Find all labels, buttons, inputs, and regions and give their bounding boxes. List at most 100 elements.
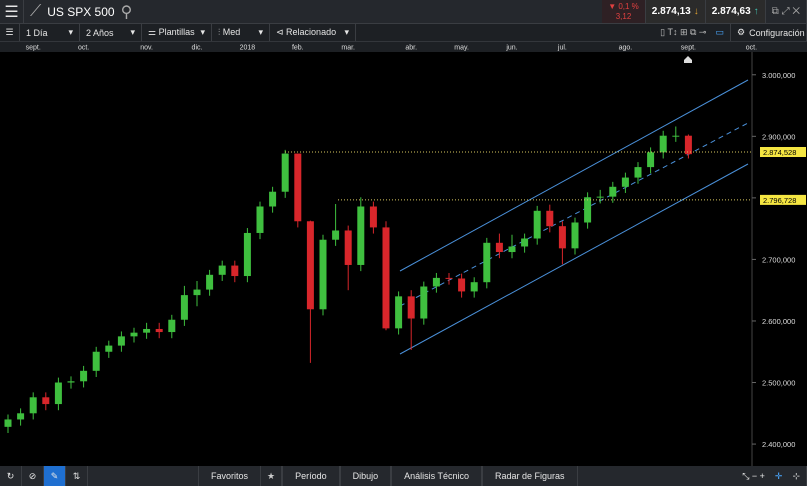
candle-body [294,153,302,222]
menu-button[interactable]: ☰ [0,0,24,23]
candle-body [521,238,529,247]
y-tick-label: 3.000,000 [762,71,795,80]
related-label: Relacionado [286,27,337,37]
candle-body [256,206,264,233]
footer-tab[interactable]: Análisis Técnico [391,466,483,486]
sell-arrow: ↓ [693,6,699,17]
candle-body [508,246,516,253]
price-label-bg [760,147,806,158]
candle-body [231,265,239,277]
candle-body [420,286,428,319]
templates-label: Plantillas [158,27,195,37]
chart: 2.400,0002.500,0002.600,0002.700,0002.80… [0,42,807,466]
candle-body [117,336,125,346]
x-tick-label: jul. [557,45,567,52]
window-buttons[interactable]: ⧉ ⤢ ✕ [766,0,807,23]
candle-body [432,277,440,287]
interval-select[interactable]: 1 Día ▾ [20,24,80,41]
footer-tabs: Favoritos ★ Período Dibujo Análisis Técnico R… [198,466,578,486]
pen-button[interactable]: ✎ [44,466,66,486]
candle-body [206,274,214,290]
candle-body [130,332,138,337]
zoom-buttons[interactable]: ⤡ − + ✛ ⊹ [736,466,807,486]
buy-price[interactable]: 2.874,63 ↑ [705,0,766,23]
candle-body [672,135,680,137]
top-bar: ☰ ⟋ US SPX 500 ⚲ ▼ 0,1 % 3,12 2.874,13 ↓ … [0,0,807,24]
related-select[interactable]: ⊲ Relacionado ▾ [270,24,356,41]
footer-tab[interactable]: Favoritos [198,466,262,486]
style-text: ⫶ Med [218,27,241,37]
price-label-bg [760,194,806,205]
candle-body [332,230,340,240]
templates-select[interactable]: ⚌ Plantillas ▾ [142,24,212,41]
candle-body [495,242,503,253]
candle-body [596,196,604,198]
x-tick-label: mar. [341,45,355,52]
refresh-button[interactable]: ↻ [0,466,22,486]
candle-body [218,265,226,275]
y-tick-label: 2.500,000 [762,379,795,388]
candle-body [584,197,592,223]
candle-body [634,167,642,178]
candle-body [105,345,113,352]
price-label: 2.796,728 [763,196,796,205]
candle-body [647,152,655,168]
arrows-button[interactable]: ⇅ [66,466,88,486]
symbol-box[interactable]: ⟋ US SPX 500 ⚲ [24,0,138,23]
candle-body [571,222,579,249]
x-tick-label: sept. [681,45,696,52]
candle-body [659,135,667,153]
crosshair: ✛ [774,470,783,481]
candle-body [344,230,352,265]
candle-body [357,206,365,265]
draw-tools[interactable]: ▯ T↕ ⊞ ⧉ ⊸ ▭ [654,24,731,41]
star-button[interactable]: ★ [261,466,283,486]
list-button[interactable]: ☰ [0,24,20,41]
range-text: 2 Años [86,27,114,38]
x-tick-label: jun. [505,45,517,52]
candle-body [407,296,415,319]
settings-text: Configuración [749,27,805,38]
x-tick-label: oct. [78,45,89,52]
x-tick-label: dic. [192,45,203,52]
candle-body [369,206,377,228]
marker-icon [684,56,692,63]
footer-tab[interactable]: Dibujo [339,466,392,486]
x-tick-label: abr. [405,45,417,52]
search-icon: ⚲ [120,3,133,21]
candle-body [533,210,541,239]
symbol: US SPX 500 [47,4,115,19]
candle-body [395,296,403,329]
candle-body [609,186,617,197]
price-label: 2.874,528 [763,148,796,157]
clear-button[interactable]: ⊘ [22,466,44,486]
style-select[interactable]: ⫶ Med ▾ [212,24,270,41]
footer-tab[interactable]: Período [282,466,340,486]
chart-icon: ⟋ [30,2,42,20]
x-tick-label: feb. [292,45,304,52]
x-tick-label: ago. [619,45,633,52]
candle-body [621,177,629,187]
candle-body [269,191,277,207]
sell-text: 2.874,13 [651,6,691,17]
candle-body [445,277,453,279]
candle-body [382,227,390,329]
candle-body [558,226,566,249]
style-label: Med [222,27,241,37]
candle-body [319,239,327,310]
candle-body [67,381,75,383]
footer: ↻ ⊘ ✎ ⇅ Favoritos ★ Período Dibujo Análisis … [0,466,807,486]
sell-price[interactable]: 2.874,13 ↓ [645,0,706,23]
settings-button[interactable]: ⚙ Configuración [731,24,807,41]
candle-body [143,328,151,333]
candle-body [546,210,554,227]
buy-text: 2.874,63 [711,6,751,17]
x-tick-label: sept. [26,45,41,52]
change-box: ▼ 0,1 % 3,12 [602,0,646,23]
change-pct: ▼ 0,1 % [608,1,639,11]
candle-body [243,232,251,277]
range-select[interactable]: 2 Años ▾ [80,24,142,41]
y-tick-label: 2.700,000 [762,255,795,264]
footer-tab[interactable]: Radar de Figuras [482,466,578,486]
